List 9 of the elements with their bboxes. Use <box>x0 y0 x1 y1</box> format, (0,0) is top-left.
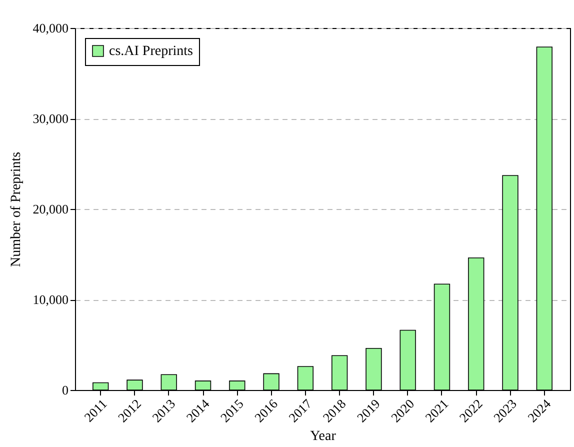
x-axis-title: Year <box>310 429 336 444</box>
y-tick-label: 30,000 <box>32 111 68 126</box>
y-tick-label: 20,000 <box>32 202 68 216</box>
y-tick-label: 10,000 <box>32 292 68 307</box>
y-axis-title: Number of Preprints <box>8 152 24 268</box>
legend-label: cs.AI Preprints <box>109 44 193 59</box>
y-tick-label: 0 <box>62 382 68 398</box>
x-tick-label: 2011 <box>81 396 110 425</box>
y-tick-label: 40,000 <box>32 20 68 36</box>
